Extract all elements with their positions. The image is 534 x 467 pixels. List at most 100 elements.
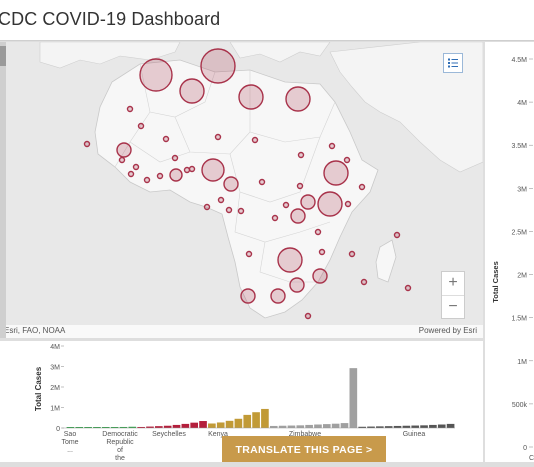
zoom-in-button[interactable]: + <box>442 272 464 296</box>
bubble-senegal[interactable] <box>116 142 132 158</box>
bar[interactable] <box>296 425 305 428</box>
bar[interactable] <box>402 425 411 428</box>
bar[interactable] <box>376 426 384 428</box>
bubble-cape-verde[interactable] <box>83 140 91 148</box>
bubble-burundi[interactable] <box>282 201 290 209</box>
bar[interactable] <box>181 423 190 428</box>
bar[interactable] <box>446 423 455 428</box>
bar[interactable] <box>305 424 313 428</box>
bar[interactable] <box>110 427 119 428</box>
bubble-djibouti[interactable] <box>358 183 366 191</box>
bar[interactable] <box>190 422 199 428</box>
bubble-malawi[interactable] <box>318 248 326 256</box>
bar[interactable] <box>340 423 349 428</box>
bar[interactable] <box>437 424 446 428</box>
bubble-liberia[interactable] <box>143 176 151 184</box>
bubble-niger[interactable] <box>251 136 259 144</box>
bubble-sierra-leone[interactable] <box>127 170 135 178</box>
bar[interactable] <box>234 418 243 428</box>
legend-list-icon[interactable] <box>443 53 463 73</box>
bubble-guinea-bissau[interactable] <box>162 135 170 143</box>
bubble-botswana[interactable] <box>270 288 286 304</box>
bar[interactable] <box>349 368 358 428</box>
bubble-rwanda[interactable] <box>290 208 306 224</box>
bar[interactable] <box>84 427 92 428</box>
bubble-algeria[interactable] <box>200 48 236 84</box>
bar[interactable] <box>172 424 181 428</box>
bubble-western-sahara[interactable] <box>137 122 145 130</box>
bubble-zimbabwe[interactable] <box>289 277 305 293</box>
bar[interactable] <box>420 425 428 428</box>
bubble-eritrea[interactable] <box>343 156 351 164</box>
bar[interactable] <box>146 426 154 428</box>
bubble-cote-divoire[interactable] <box>156 172 164 180</box>
bubble-togo[interactable] <box>183 166 191 174</box>
bar[interactable] <box>269 425 278 428</box>
bar[interactable] <box>93 427 101 428</box>
bubble-ghana[interactable] <box>169 168 183 182</box>
bubble-drc[interactable] <box>271 214 279 222</box>
bubble-seychelles[interactable] <box>393 231 401 239</box>
map-canvas[interactable] <box>0 42 483 338</box>
bar[interactable] <box>101 427 110 428</box>
bubble-libya[interactable] <box>238 84 264 110</box>
bar[interactable] <box>119 426 128 428</box>
bar[interactable] <box>287 425 296 428</box>
bubble-mauritius[interactable] <box>404 284 412 292</box>
bubble-mali[interactable] <box>214 133 222 141</box>
bar[interactable] <box>137 426 145 428</box>
bubble-tanzania[interactable] <box>314 228 322 236</box>
bubble-congo[interactable] <box>237 207 245 215</box>
bubble-egypt[interactable] <box>285 86 311 112</box>
bar[interactable] <box>252 412 260 428</box>
bottom-chart-bars[interactable] <box>66 368 455 428</box>
bar[interactable] <box>358 426 366 428</box>
bubble-ethiopia[interactable] <box>323 160 349 186</box>
bar[interactable] <box>243 414 252 428</box>
bar[interactable] <box>278 425 287 428</box>
bar[interactable] <box>75 427 84 428</box>
bubble-eq-guinea[interactable] <box>203 203 211 211</box>
bar[interactable] <box>208 423 216 428</box>
bubble-car[interactable] <box>258 178 266 186</box>
bubble-uganda[interactable] <box>300 194 316 210</box>
bar[interactable] <box>216 422 225 428</box>
bubble-somalia[interactable] <box>344 200 352 208</box>
scrollbar-thumb[interactable] <box>0 46 6 66</box>
bubble-eswatini[interactable] <box>304 312 312 320</box>
bar[interactable] <box>66 427 75 428</box>
translate-page-button[interactable]: TRANSLATE THIS PAGE > <box>222 436 386 462</box>
bubble-morocco[interactable] <box>139 58 173 92</box>
right-chart-svg[interactable]: Total Cases 4.5M 4M 3.5M 3M 2.5M 2M 1.5M 1M 500k… <box>485 42 534 462</box>
bubble-benin[interactable] <box>188 165 196 173</box>
bubble-nigeria[interactable] <box>201 158 225 182</box>
zoom-out-button[interactable]: − <box>448 298 458 315</box>
bar[interactable] <box>261 408 269 428</box>
bubble-sao-tome[interactable] <box>217 196 225 204</box>
bar[interactable] <box>367 426 375 428</box>
bar[interactable] <box>314 424 322 428</box>
bubble-cameroon[interactable] <box>223 176 239 192</box>
bar[interactable] <box>429 424 437 428</box>
bar[interactable] <box>225 420 234 428</box>
bubble-guinea[interactable] <box>132 163 140 171</box>
bar[interactable] <box>163 425 172 428</box>
bar[interactable] <box>384 426 393 428</box>
attribution-right[interactable]: Powered by Esri <box>418 326 477 335</box>
bubble-zambia[interactable] <box>277 247 303 273</box>
bubble-gabon[interactable] <box>225 206 233 214</box>
bubble-burkina-faso[interactable] <box>171 154 179 162</box>
africa-map[interactable]: Esri, FAO, NOAA Powered by Esri <box>0 42 483 338</box>
bubble-mozambique[interactable] <box>312 268 328 284</box>
bubble-kenya[interactable] <box>317 191 343 217</box>
bubble-angola[interactable] <box>245 250 253 258</box>
bubble-madagascar[interactable] <box>360 278 368 286</box>
bubble-gambia[interactable] <box>118 156 126 164</box>
map-scrollbar[interactable] <box>0 42 6 338</box>
bubble-mauritania[interactable] <box>126 105 134 113</box>
bubble-sudan[interactable] <box>328 142 336 150</box>
bar[interactable] <box>322 424 331 428</box>
bar[interactable] <box>411 425 420 428</box>
bar[interactable] <box>331 423 340 428</box>
bubble-comoros[interactable] <box>348 250 356 258</box>
